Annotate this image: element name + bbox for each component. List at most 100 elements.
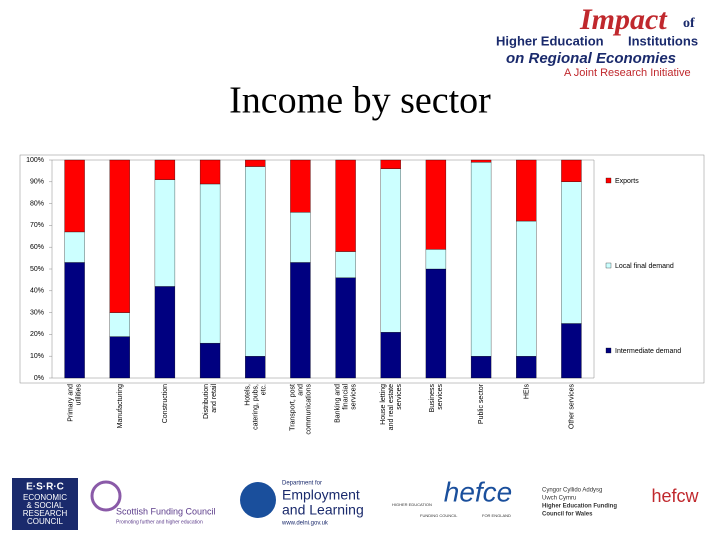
bar-segment	[154, 159, 176, 180]
logo-of: of	[683, 16, 695, 31]
bar-segment	[109, 159, 130, 313]
x-tick-label: Public sector	[478, 383, 485, 424]
logo-line: Higher Education	[496, 33, 604, 48]
logo-text: Department for	[282, 481, 322, 487]
x-tick-label: Other services	[568, 384, 575, 430]
y-tick-label: 20%	[30, 331, 44, 338]
y-tick-label: 60%	[30, 244, 44, 251]
x-tick-label: House lettingand real estateservices	[380, 384, 403, 431]
y-tick-label: 0%	[34, 375, 44, 382]
bar-segment	[335, 277, 356, 379]
logo-text: Cyngor Cyllido Addysg	[542, 488, 602, 494]
legend-label: Local final demand	[615, 263, 674, 270]
x-tick-label: Distributionand retail	[203, 384, 218, 419]
bar-segment	[516, 356, 537, 379]
bar-segment	[199, 183, 221, 344]
bar-segment	[516, 159, 537, 222]
bar-segment	[245, 159, 266, 167]
logo-text: FOR ENGLAND	[482, 513, 511, 518]
bar-segment	[290, 262, 311, 379]
chart-title: Income by sector	[229, 80, 491, 122]
bar-segment	[64, 262, 85, 379]
logo-tagline: A Joint Research Initiative	[564, 67, 691, 79]
chart: 0% 10% 20% 30% 40% 50% 60% 70% 80% 90% 100% Primary…	[26, 157, 681, 435]
logo-text: COUNCIL	[27, 517, 64, 526]
logo-text: E·S·R·C	[26, 482, 64, 493]
y-tick-label: 70%	[30, 222, 44, 229]
y-tick-label: 30%	[30, 309, 44, 316]
bar-segment	[199, 159, 221, 185]
bar-segment	[561, 181, 582, 324]
bar-segment	[64, 231, 85, 263]
logo-text: Promoting further and higher education	[116, 519, 203, 525]
logo-text: hefce	[444, 476, 513, 507]
bar-segment	[470, 159, 492, 163]
logo-text: HIGHER EDUCATION	[392, 502, 432, 507]
legend-swatch	[605, 347, 612, 354]
logo-impact: Impact	[579, 3, 668, 36]
bar-segment	[561, 159, 582, 182]
bar-segment	[425, 268, 447, 379]
bar-segment	[470, 356, 492, 379]
bar-segment	[335, 159, 356, 252]
bar-segment	[290, 159, 311, 213]
bar-segment	[199, 342, 221, 379]
bar-segment	[425, 249, 447, 270]
bar-segment	[64, 159, 85, 233]
logo-text: www.delni.gov.uk	[281, 521, 329, 527]
x-tick-label: Transport, postandcommunications	[289, 384, 312, 435]
bar-segment	[380, 332, 401, 379]
legend-swatch	[605, 177, 612, 184]
y-tick-label: 10%	[30, 353, 44, 360]
logo-text: Employment	[282, 487, 360, 503]
bar-segment	[109, 312, 130, 337]
x-tick-label: Hotels,catering, pubs,etc.	[244, 384, 267, 430]
legend-label: Exports	[615, 178, 639, 185]
logo-text: and Learning	[282, 502, 364, 518]
bar-segment	[290, 212, 311, 263]
sfc-icon	[90, 480, 122, 512]
bar-segment	[335, 251, 356, 278]
bar-segment	[154, 286, 176, 379]
bar-segment	[380, 168, 401, 333]
logo-line: on Regional Economies	[506, 50, 676, 67]
x-tick-label: HEIs	[523, 384, 530, 400]
legend-label: Intermediate demand	[615, 348, 681, 355]
esrc-box	[12, 478, 78, 530]
logo-text: FUNDING COUNCIL	[420, 513, 458, 518]
x-tick-label: Construction	[162, 384, 169, 423]
del-icon	[240, 482, 276, 518]
bar-segment	[380, 159, 401, 169]
logo-text: Uwch Cymru	[542, 496, 576, 502]
logo-text: hefcw	[651, 486, 699, 506]
y-tick-label: 100%	[26, 157, 44, 164]
logo-text: Higher Education Funding	[542, 504, 617, 510]
logo-text: RESEARCH	[23, 509, 68, 518]
bar-segment	[561, 323, 582, 379]
bar-segment	[245, 356, 266, 379]
bar-segment	[154, 179, 176, 287]
header-logo: Impact of Higher Education Institutions …	[496, 3, 698, 79]
y-tick-label: 40%	[30, 288, 44, 295]
x-tick-label: Banking andfinancialservices	[334, 384, 357, 423]
bar-segment	[425, 159, 447, 250]
x-tick-label: Businessservices	[429, 384, 444, 413]
y-tick-label: 90%	[30, 179, 44, 186]
bar-segment	[245, 166, 266, 357]
logo-text: Council for Wales	[542, 512, 593, 518]
x-tick-label: Manufacturing	[117, 384, 124, 428]
logo-text: & SOCIAL	[27, 501, 64, 510]
legend-swatch	[605, 262, 612, 269]
footer-logos: E·S·R·C ECONOMIC & SOCIAL RESEARCH COUNC…	[12, 476, 700, 530]
y-tick-label: 50%	[30, 266, 44, 273]
logo-line: Institutions	[628, 33, 698, 48]
y-tick-label: 80%	[30, 200, 44, 207]
logo-text: Scottish Funding Council	[116, 506, 216, 516]
bar-segment	[109, 336, 130, 379]
x-tick-label: Primary andutilities	[67, 384, 82, 422]
bar-segment	[516, 220, 537, 357]
chart-frame	[19, 154, 705, 384]
logo-text: ECONOMIC	[23, 493, 67, 502]
bar-segment	[470, 162, 492, 357]
